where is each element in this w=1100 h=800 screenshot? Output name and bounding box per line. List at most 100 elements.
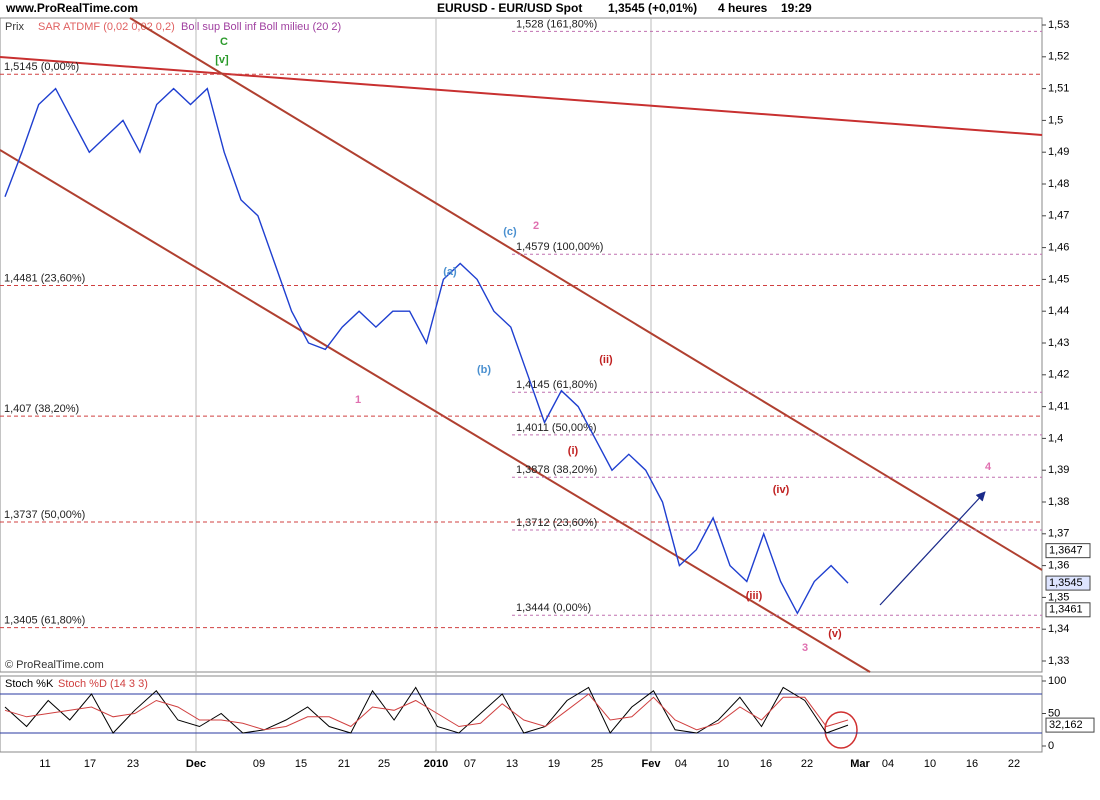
y-tick-label: 1,4: [1048, 432, 1063, 444]
x-tick-label: 22: [1008, 758, 1020, 770]
fib-label: 1,4011 (50,00%): [516, 422, 597, 434]
indicator: Boll sup Boll inf Boll milieu (20 2): [181, 21, 341, 33]
wave-label: (iii): [746, 590, 763, 602]
wave-label: 1: [355, 394, 361, 406]
y-tick-label: 1,51: [1048, 83, 1069, 95]
price-box-label: 1,3461: [1049, 604, 1083, 616]
wave-label: (ii): [599, 354, 613, 366]
y-tick-label: 1,42: [1048, 369, 1069, 381]
price-panel: [0, 17, 1043, 673]
price-label: Prix: [5, 21, 24, 33]
fib-label: 1,3444 (0,00%): [516, 602, 591, 614]
wave-label: (a): [443, 266, 457, 278]
x-tick-label: 13: [506, 758, 518, 770]
y-tick-label: 1,41: [1048, 401, 1069, 413]
x-tick-label: 25: [591, 758, 603, 770]
wave-label: C: [220, 36, 228, 48]
x-tick-label: 25: [378, 758, 390, 770]
price-box-label: 1,3647: [1049, 545, 1083, 557]
y-tick-label: 1,35: [1048, 591, 1069, 603]
y-tick-label: 1,49: [1048, 146, 1069, 158]
y-tick-label: 1,38: [1048, 496, 1069, 508]
wave-label: (iv): [773, 484, 790, 496]
fib-label: 1,3878 (38,20%): [516, 464, 597, 476]
price-line: [4, 87, 849, 615]
fib-label: 1,5145 (0,00%): [4, 61, 79, 73]
indicator: SAR ATDMF (0,02 0,02 0,2): [38, 21, 175, 33]
y-tick-label: 1,43: [1048, 337, 1069, 349]
x-tick-label: 17: [84, 758, 96, 770]
x-tick-label: 04: [675, 758, 687, 770]
x-tick-label: 09: [253, 758, 265, 770]
x-tick-label: 16: [760, 758, 772, 770]
fib-label: 1,4481 (23,60%): [4, 272, 85, 284]
fib-label: 1,4579 (100,00%): [516, 241, 603, 253]
period: 4 heures: [718, 1, 768, 15]
quote: 1,3545 (+0,01%): [608, 1, 697, 15]
wave-label: (v): [828, 628, 842, 640]
stoch-subtitle: Stoch %D (14 3 3): [58, 678, 148, 690]
price-box: [1045, 543, 1091, 559]
x-tick-label: Mar: [850, 758, 870, 770]
x-tick-label: 16: [966, 758, 978, 770]
y-tick-label: 1,44: [1048, 305, 1069, 317]
fib-label: 1,3737 (50,00%): [4, 509, 85, 521]
y-tick-label: 1,39: [1048, 464, 1069, 476]
x-tick-label: Dec: [186, 758, 206, 770]
x-tick-label: 23: [127, 758, 139, 770]
y-tick-label: 1,53: [1048, 19, 1069, 31]
y-tick-label: 50: [1048, 707, 1060, 719]
x-tick-label: 11: [39, 758, 50, 770]
trend-line: [0, 56, 1043, 136]
x-tick-label: 21: [338, 758, 350, 770]
x-tick-label: 10: [924, 758, 936, 770]
wave-label: 2: [533, 220, 539, 232]
y-tick-label: 0: [1048, 740, 1054, 752]
wave-label: [v]: [215, 54, 229, 66]
wave-label: (i): [568, 445, 579, 457]
fib-label: 1,407 (38,20%): [4, 403, 79, 415]
y-tick-label: 100: [1048, 675, 1066, 687]
price-box: [1045, 575, 1091, 591]
copyright: © ProRealTime.com: [5, 659, 104, 671]
stoch-title: Stoch %K: [5, 678, 54, 690]
wave-label: (b): [477, 364, 491, 376]
price-line: [4, 693, 849, 731]
channel-lower: [0, 149, 871, 673]
x-tick-label: 22: [801, 758, 813, 770]
x-tick-label: 15: [295, 758, 307, 770]
x-tick-label: 04: [882, 758, 894, 770]
y-tick-label: 1,52: [1048, 51, 1069, 63]
fib-label: 1,528 (161,80%): [516, 18, 597, 30]
y-tick-label: 1,5: [1048, 114, 1063, 126]
x-tick-label: 07: [464, 758, 476, 770]
fib-label: 1,4145 (61,80%): [516, 379, 597, 391]
site: www.ProRealTime.com: [5, 1, 138, 15]
time: 19:29: [781, 1, 812, 15]
x-tick-label: 19: [548, 758, 560, 770]
value-box: [1045, 717, 1095, 733]
fib-label: 1,3405 (61,80%): [4, 615, 85, 627]
projection-arrow: [879, 491, 986, 606]
y-tick-label: 1,37: [1048, 528, 1069, 540]
x-tick-label: 10: [717, 758, 729, 770]
y-tick-label: 1,48: [1048, 178, 1069, 190]
wave-label: 3: [802, 642, 808, 654]
x-tick-label: Fev: [642, 758, 662, 770]
fib-label: 1,3712 (23,60%): [516, 517, 597, 529]
y-tick-label: 1,45: [1048, 273, 1069, 285]
y-tick-label: 1,33: [1048, 655, 1069, 667]
wave-label: (c): [503, 226, 517, 238]
price-box-label: 1,3545: [1049, 577, 1083, 589]
y-tick-label: 1,47: [1048, 210, 1069, 222]
value-box-label: 32,162: [1049, 719, 1083, 731]
wave-label: 4: [985, 461, 992, 473]
y-tick-label: 1,34: [1048, 623, 1069, 635]
y-tick-label: 1,46: [1048, 242, 1069, 254]
x-tick-label: 2010: [424, 758, 448, 770]
y-tick-label: 1,36: [1048, 560, 1069, 572]
instrument: EURUSD - EUR/USD Spot: [437, 1, 582, 15]
channel-upper: [129, 17, 1043, 571]
price-box: [1045, 602, 1091, 618]
